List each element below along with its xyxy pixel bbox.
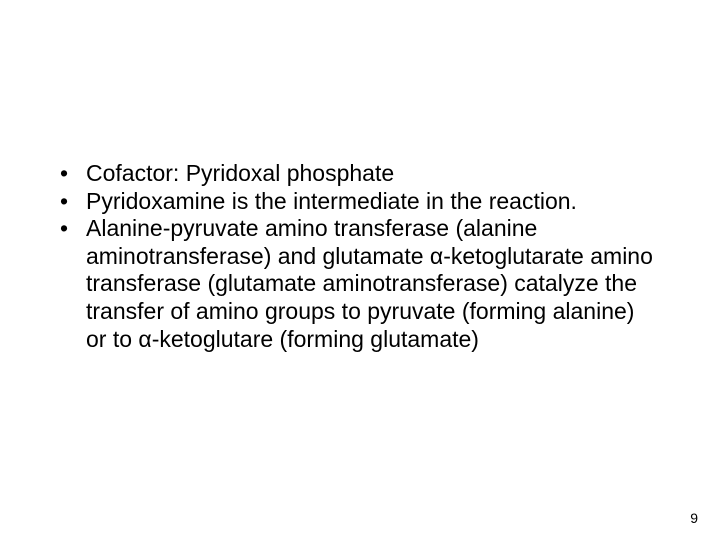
bullet-list: Cofactor: Pyridoxal phosphate Pyridoxami… [58, 160, 658, 353]
list-item: Pyridoxamine is the intermediate in the … [58, 188, 658, 216]
list-item: Cofactor: Pyridoxal phosphate [58, 160, 658, 188]
bullet-text: Cofactor: Pyridoxal phosphate [86, 160, 394, 186]
list-item: Alanine-pyruvate amino transferase (alan… [58, 215, 658, 353]
page-number: 9 [690, 510, 698, 526]
bullet-text: Alanine-pyruvate amino transferase (alan… [86, 215, 653, 351]
bullet-text: Pyridoxamine is the intermediate in the … [86, 188, 577, 214]
slide: Cofactor: Pyridoxal phosphate Pyridoxami… [0, 0, 720, 540]
